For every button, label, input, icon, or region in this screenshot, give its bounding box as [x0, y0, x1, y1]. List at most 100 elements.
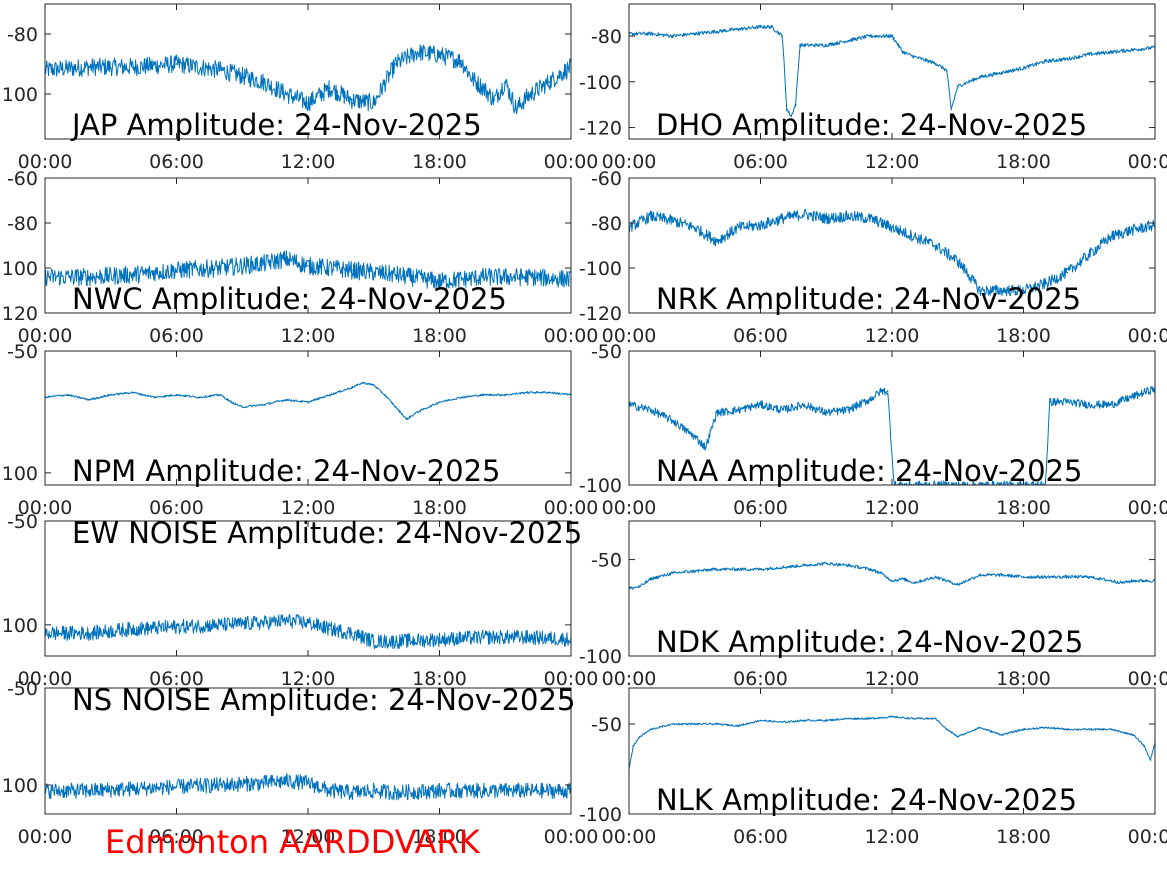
- x-tick-label: 12:00: [865, 668, 920, 690]
- data-point: [715, 30, 718, 33]
- data-point: [781, 217, 784, 220]
- panel-7: -50 100 00:00 06:00 12:00 18:00 00:00 EW NOISE …: [2, 511, 599, 690]
- x-tick-label: 12:00: [865, 325, 920, 347]
- data-point: [460, 396, 463, 399]
- y-tick-label: -50: [7, 341, 38, 363]
- data-point: [263, 262, 266, 265]
- data-point: [1088, 253, 1091, 256]
- data-point: [781, 35, 784, 37]
- data-point: [471, 78, 474, 80]
- data-point: [1132, 229, 1134, 231]
- y-tick-label: -120: [579, 303, 622, 325]
- x-tick-label: 18:00: [996, 668, 1051, 690]
- y-tick-label: -80: [7, 213, 38, 235]
- x-tick-label: 00:00: [544, 325, 599, 347]
- data-point: [786, 108, 788, 111]
- data-point: [650, 32, 652, 35]
- data-point: [803, 403, 806, 406]
- x-tick-label: 06:00: [149, 151, 204, 173]
- data-point: [715, 240, 718, 242]
- data-point: [394, 791, 397, 794]
- data-point: [715, 568, 718, 570]
- panel-title: JAP Amplitude: 24-Nov-2025: [70, 108, 482, 142]
- data-point: [1044, 283, 1047, 285]
- data-point: [650, 409, 652, 411]
- data-point: [891, 580, 893, 582]
- data-point: [967, 274, 970, 276]
- data-point: [219, 624, 222, 626]
- data-point: [869, 398, 871, 401]
- data-point: [526, 96, 528, 98]
- data-point: [438, 789, 441, 792]
- data-point: [978, 574, 981, 576]
- y-tick-label: -50: [591, 550, 622, 572]
- data-point: [504, 394, 507, 396]
- data-point: [737, 409, 740, 411]
- x-tick-label: 00:00: [18, 497, 73, 519]
- x-tick-label: 00:00: [602, 497, 657, 519]
- data-point: [946, 69, 948, 72]
- data-point: [1000, 289, 1003, 292]
- data-point: [1022, 576, 1025, 578]
- data-point: [329, 789, 331, 792]
- data-point: [913, 581, 915, 584]
- data-point: [978, 289, 981, 292]
- data-point: [526, 636, 528, 639]
- data-point: [759, 403, 762, 406]
- data-point: [373, 640, 375, 643]
- data-point: [781, 566, 784, 569]
- y-tick-label: -50: [7, 511, 38, 533]
- data-point: [672, 723, 674, 725]
- y-tick-label: -80: [591, 26, 622, 48]
- x-tick-label: 12:00: [281, 668, 336, 690]
- data-point: [175, 269, 178, 272]
- data-point: [175, 626, 178, 628]
- data-point: [913, 55, 915, 58]
- data-point: [737, 28, 740, 31]
- x-tick-label: 00:00: [1128, 668, 1167, 690]
- x-tick-label: 00:00: [1128, 826, 1167, 848]
- panel-4: -60-80-100-12000:0006:0012:0018:0000:00N…: [579, 168, 1167, 347]
- data-point: [650, 728, 652, 731]
- x-tick-label: 12:00: [281, 497, 336, 519]
- x-tick-label: 00:00: [18, 151, 73, 173]
- x-tick-label: 00:00: [602, 151, 657, 173]
- x-tick-label: 06:00: [733, 325, 788, 347]
- data-point: [847, 39, 849, 42]
- y-tick-label: -120: [579, 118, 622, 140]
- data-point: [869, 35, 871, 37]
- data-point: [1049, 401, 1051, 403]
- data-point: [704, 446, 707, 449]
- data-point: [1066, 271, 1069, 274]
- data-point: [957, 735, 959, 738]
- data-point: [891, 716, 893, 718]
- data-point: [438, 638, 441, 641]
- data-point: [285, 93, 287, 95]
- data-point: [825, 719, 828, 722]
- data-point: [847, 215, 849, 218]
- data-point: [1088, 403, 1091, 406]
- x-tick-label: 18:00: [412, 668, 467, 690]
- data-point: [153, 396, 156, 399]
- data-point: [794, 103, 797, 106]
- data-point: [1044, 60, 1047, 62]
- data-point: [1132, 734, 1134, 736]
- data-point: [438, 401, 441, 404]
- data-point: [394, 63, 397, 65]
- y-tick-label: -80: [591, 213, 622, 235]
- data-point: [1022, 289, 1025, 292]
- data-point: [329, 87, 331, 89]
- y-tick-label: -50: [7, 678, 38, 700]
- x-tick-label: 06:00: [149, 325, 204, 347]
- y-tick-label: -100: [579, 646, 622, 668]
- data-point: [759, 719, 762, 722]
- data-point: [869, 568, 871, 570]
- x-tick-label: 00:00: [1128, 325, 1167, 347]
- x-tick-label: 18:00: [412, 826, 467, 848]
- data-point: [66, 394, 68, 396]
- data-point: [946, 728, 948, 731]
- data-point: [694, 436, 696, 438]
